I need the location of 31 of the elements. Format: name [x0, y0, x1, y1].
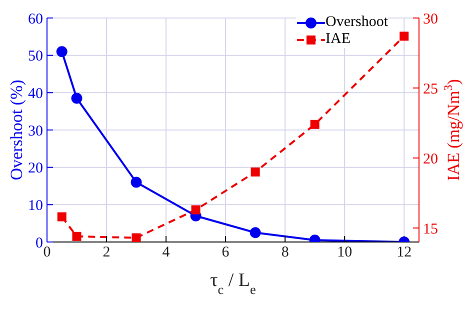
x-axis-title: τ$_{c}$ / L$_{e}$: [210, 270, 256, 296]
legend-label: Overshoot: [326, 14, 388, 31]
x-tick-label: 2: [102, 244, 110, 261]
y2-tick-label: 30: [423, 11, 438, 28]
point: [132, 233, 141, 242]
y2-tick-label: 20: [423, 151, 438, 168]
y-tick-label: 20: [28, 160, 43, 177]
point: [56, 46, 68, 58]
point: [57, 212, 66, 222]
point: [72, 232, 82, 241]
x-tick-label: 10: [337, 244, 352, 261]
legend-label: IAE: [326, 31, 350, 48]
y-axis-title: Overshoot (%): [7, 80, 26, 180]
y2-tick-label: 15: [423, 221, 438, 238]
y-tick-label: 60: [28, 11, 43, 28]
y-tick-label: 50: [28, 48, 43, 65]
y2-tick-label: 25: [423, 81, 438, 98]
point: [130, 176, 142, 188]
y-tick-label: 30: [28, 123, 43, 140]
x-tick-label: 4: [162, 244, 170, 261]
point: [400, 32, 409, 41]
x-tick-label: 12: [396, 244, 412, 261]
y-tick-label: 40: [28, 86, 43, 102]
x-tick-label: 8: [281, 244, 289, 261]
x-tick-label: 6: [222, 244, 230, 261]
point: [250, 227, 261, 238]
point: [71, 92, 82, 104]
y-tick-label: 10: [28, 198, 43, 214]
point: [250, 168, 260, 176]
point: [191, 205, 200, 214]
point: [310, 120, 320, 129]
